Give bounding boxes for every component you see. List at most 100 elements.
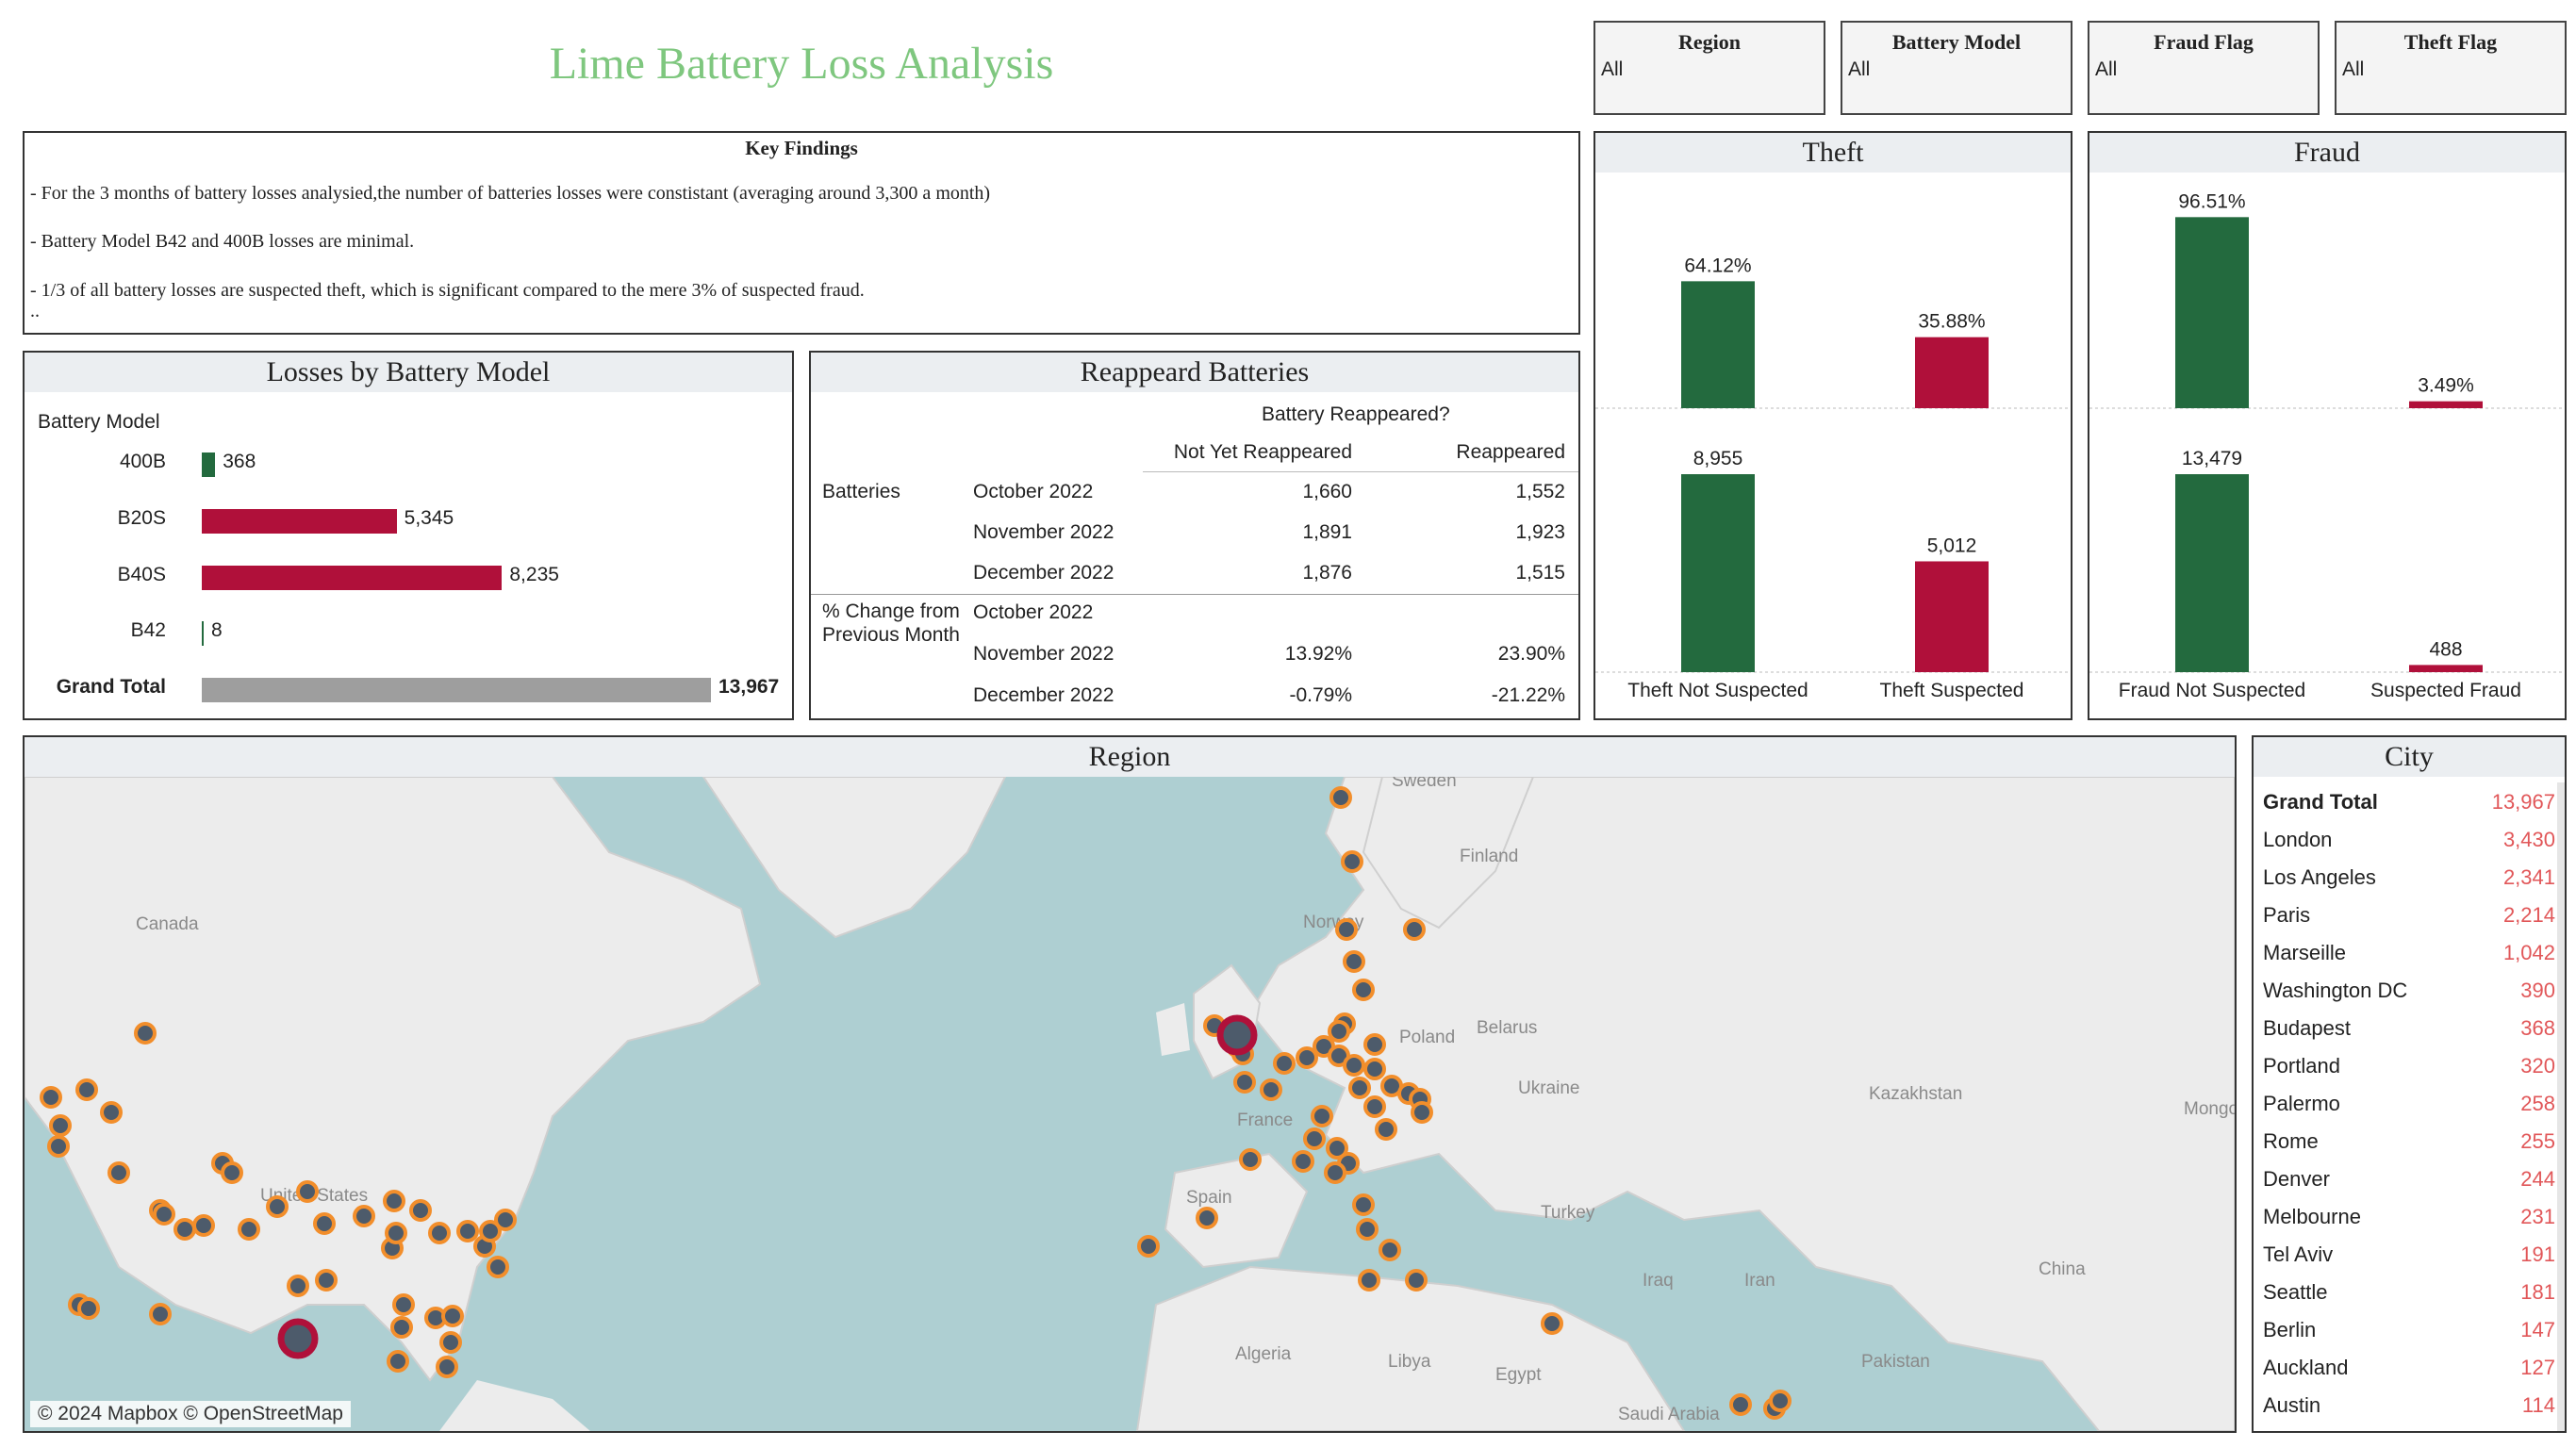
city-marker[interactable] (456, 1220, 479, 1242)
city-marker[interactable] (1343, 950, 1365, 973)
city-marker[interactable] (153, 1203, 175, 1226)
model-bar-b42[interactable] (202, 621, 204, 646)
city-marker[interactable] (1769, 1390, 1792, 1412)
city-marker-large[interactable] (1216, 1014, 1258, 1056)
city-row[interactable]: Palermo 258 (2263, 1084, 2555, 1122)
filter-fraud-flag-value[interactable]: All (2095, 58, 2118, 80)
city-marker[interactable] (192, 1214, 215, 1237)
city-marker[interactable] (1303, 1127, 1326, 1150)
city-row[interactable]: Seattle 181 (2263, 1273, 2555, 1310)
city-marker[interactable] (1292, 1150, 1314, 1173)
filter-theft-flag-value[interactable]: All (2342, 58, 2365, 80)
city-marker[interactable] (1335, 918, 1358, 941)
city-marker[interactable] (385, 1222, 407, 1244)
city-marker[interactable] (221, 1161, 243, 1184)
city-marker[interactable] (353, 1205, 375, 1227)
city-marker[interactable] (1348, 1077, 1371, 1099)
city-marker[interactable] (1260, 1078, 1282, 1101)
city-row[interactable]: Berlin 147 (2263, 1310, 2555, 1348)
city-marker[interactable] (1379, 1239, 1401, 1261)
city-marker[interactable] (1358, 1269, 1380, 1292)
city-marker[interactable] (134, 1022, 157, 1045)
city-marker[interactable] (100, 1101, 123, 1124)
city-marker[interactable] (441, 1305, 464, 1327)
city-row[interactable]: Paris 2,214 (2263, 896, 2555, 933)
filter-region[interactable]: Region All (1593, 21, 1825, 115)
city-marker[interactable] (387, 1350, 409, 1373)
city-marker[interactable] (1352, 1193, 1375, 1216)
city-marker[interactable] (479, 1220, 502, 1242)
city-marker[interactable] (390, 1316, 413, 1339)
city-row[interactable]: Rome 255 (2263, 1122, 2555, 1160)
city-row-grand-total[interactable]: Grand Total 13,967 (2263, 782, 2555, 820)
city-row[interactable]: Budapest 368 (2263, 1009, 2555, 1046)
city-row[interactable]: Auckland 127 (2263, 1348, 2555, 1386)
percent-bar[interactable] (1681, 281, 1755, 408)
filter-battery-model[interactable]: Battery Model All (1841, 21, 2072, 115)
city-marker[interactable] (287, 1275, 309, 1297)
city-marker[interactable] (1329, 786, 1352, 809)
model-bar-400b[interactable] (202, 452, 216, 477)
percent-bar[interactable] (2175, 217, 2249, 408)
city-marker[interactable] (315, 1269, 338, 1292)
city-marker[interactable] (107, 1161, 130, 1184)
percent-bar[interactable] (2409, 401, 2483, 408)
model-bar-grand-total[interactable] (202, 678, 711, 702)
city-marker[interactable] (1411, 1101, 1433, 1124)
city-marker[interactable] (149, 1303, 172, 1325)
city-row[interactable]: Washington DC 390 (2263, 971, 2555, 1009)
count-bar[interactable] (2409, 665, 2483, 672)
city-marker[interactable] (439, 1331, 462, 1354)
model-bar-b40s[interactable] (202, 566, 503, 590)
count-bar[interactable] (1681, 474, 1755, 672)
percent-bar[interactable] (1915, 337, 1989, 408)
city-scrollbar[interactable] (2557, 782, 2565, 1431)
city-marker[interactable] (1341, 850, 1363, 873)
filter-fraud-flag[interactable]: Fraud Flag All (2088, 21, 2320, 115)
city-marker[interactable] (1729, 1393, 1752, 1416)
city-marker[interactable] (1363, 1058, 1386, 1080)
filter-battery-model-value[interactable]: All (1848, 58, 1871, 80)
city-row[interactable]: Denver 244 (2263, 1160, 2555, 1197)
city-marker[interactable] (173, 1218, 196, 1241)
city-marker[interactable] (1356, 1218, 1379, 1241)
city-marker[interactable] (1324, 1161, 1346, 1184)
city-marker[interactable] (1233, 1071, 1256, 1094)
city-row[interactable]: Tel Aviv 191 (2263, 1235, 2555, 1273)
city-marker[interactable] (47, 1135, 70, 1158)
filter-theft-flag[interactable]: Theft Flag All (2335, 21, 2567, 115)
city-marker[interactable] (494, 1209, 517, 1231)
city-marker[interactable] (77, 1297, 100, 1320)
filter-region-value[interactable]: All (1601, 58, 1624, 80)
model-bar-b20s[interactable] (202, 509, 397, 534)
city-marker[interactable] (1328, 1020, 1350, 1043)
city-marker[interactable] (1352, 979, 1375, 1001)
city-marker[interactable] (1541, 1312, 1563, 1335)
count-bar[interactable] (2175, 474, 2249, 672)
city-marker[interactable] (409, 1199, 432, 1222)
city-marker[interactable] (1273, 1052, 1296, 1075)
city-marker[interactable] (428, 1222, 451, 1244)
count-bar[interactable] (1915, 561, 1989, 672)
city-marker[interactable] (392, 1293, 415, 1316)
city-row[interactable]: Marseille 1,042 (2263, 933, 2555, 971)
city-marker[interactable] (49, 1114, 72, 1137)
city-row[interactable]: Austin 114 (2263, 1386, 2555, 1423)
city-list[interactable]: Grand Total 13,967 London 3,430 Los Angeles 2… (2254, 782, 2565, 1431)
city-row[interactable]: Los Angeles 2,341 (2263, 858, 2555, 896)
city-marker[interactable] (487, 1256, 509, 1278)
city-marker-large[interactable] (277, 1318, 319, 1359)
city-marker[interactable] (436, 1356, 458, 1378)
city-marker[interactable] (1296, 1046, 1318, 1069)
city-marker[interactable] (1363, 1095, 1386, 1118)
city-row[interactable]: Melbourne 231 (2263, 1197, 2555, 1235)
city-marker[interactable] (1311, 1105, 1333, 1127)
city-marker[interactable] (296, 1180, 319, 1203)
city-marker[interactable] (238, 1218, 260, 1241)
city-marker[interactable] (383, 1190, 405, 1212)
city-marker[interactable] (1375, 1118, 1397, 1141)
city-marker[interactable] (1343, 1054, 1365, 1077)
city-marker[interactable] (1326, 1137, 1348, 1160)
city-marker[interactable] (313, 1212, 336, 1235)
